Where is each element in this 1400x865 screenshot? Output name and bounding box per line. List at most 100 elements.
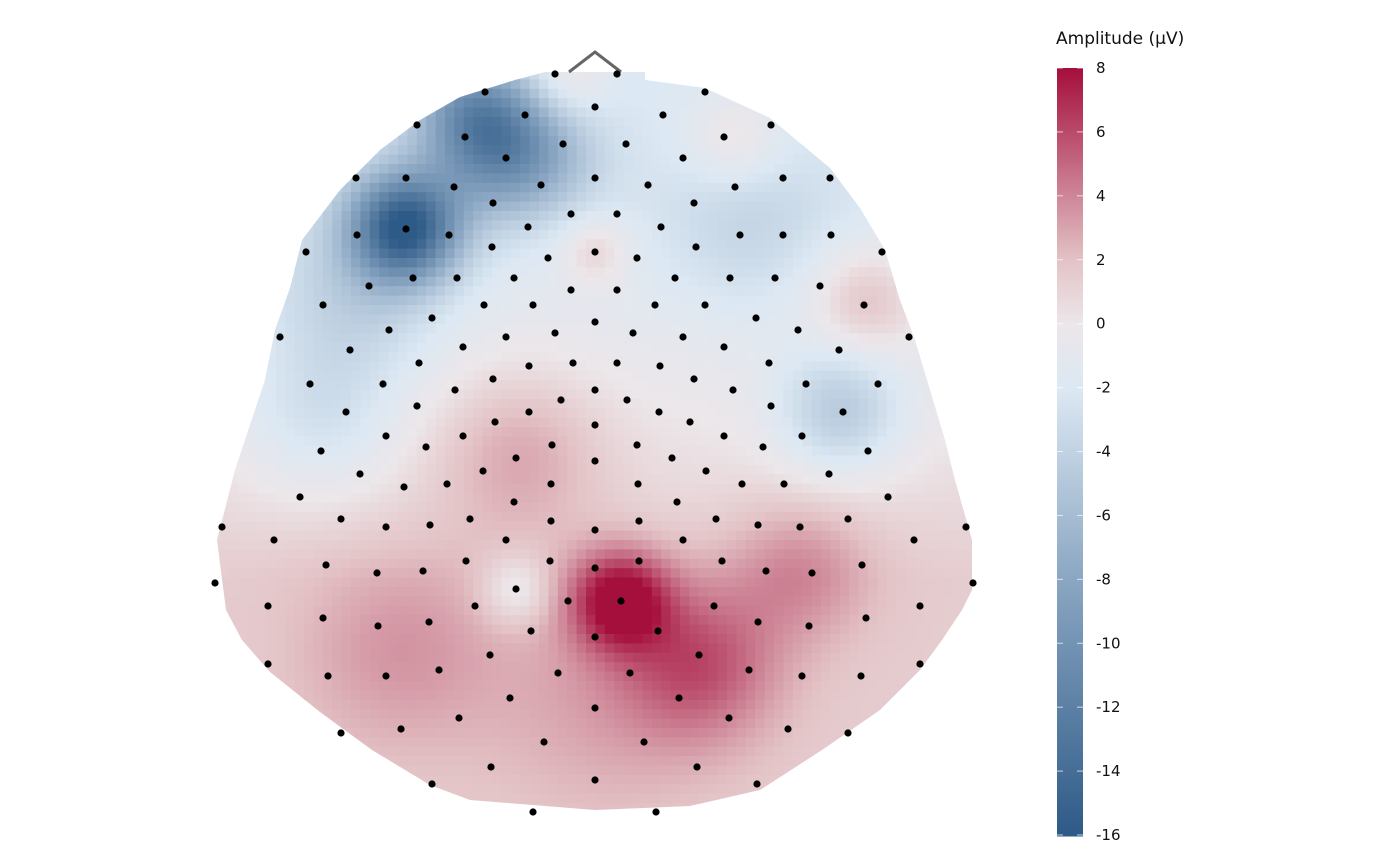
heatmap-cell	[360, 145, 371, 156]
heatmap-cell	[492, 464, 502, 475]
heatmap-cell	[304, 135, 314, 146]
heatmap-cell	[398, 258, 408, 268]
heatmap-cell	[689, 417, 700, 428]
heatmap-cell	[774, 624, 784, 635]
heatmap-cell	[886, 164, 897, 174]
heatmap-cell	[971, 605, 972, 616]
heatmap-cell	[764, 540, 775, 550]
heatmap-cell	[539, 464, 549, 475]
heatmap-cell	[830, 342, 841, 353]
heatmap-cell	[802, 634, 813, 644]
heatmap-cell	[369, 427, 380, 438]
heatmap-cell	[623, 248, 634, 259]
heatmap-cell	[774, 352, 784, 362]
heatmap-cell	[247, 98, 258, 109]
heatmap-cell	[821, 323, 831, 334]
heatmap-cell	[586, 361, 596, 372]
heatmap-cell	[858, 521, 869, 532]
heatmap-cell	[341, 239, 352, 250]
heatmap-cell	[971, 352, 972, 362]
heatmap-cell	[473, 408, 484, 419]
heatmap-cell	[426, 540, 437, 550]
heatmap-cell	[426, 107, 437, 118]
heatmap-cell	[736, 530, 747, 541]
heatmap-cell	[217, 352, 220, 362]
heatmap-cell	[595, 493, 606, 503]
heatmap-cell	[943, 587, 954, 597]
heatmap-cell	[351, 483, 361, 494]
heatmap-cell	[924, 549, 935, 560]
heatmap-cell	[275, 117, 286, 127]
heatmap-cell	[755, 549, 766, 560]
heatmap-cell	[539, 323, 549, 334]
heatmap-cell	[623, 596, 634, 607]
heatmap-cell	[604, 436, 615, 447]
heatmap-cell	[520, 455, 531, 466]
heatmap-cell	[586, 408, 596, 419]
heatmap-cell	[802, 596, 813, 607]
heatmap-cell	[351, 164, 361, 174]
heatmap-cell	[633, 295, 643, 306]
heatmap-cell	[849, 540, 860, 550]
heatmap-cell	[680, 211, 690, 221]
heatmap-cell	[369, 135, 380, 146]
heatmap-cell	[435, 530, 446, 541]
heatmap-cell	[313, 117, 324, 127]
heatmap-cell	[896, 587, 907, 597]
heatmap-cell	[642, 408, 653, 419]
heatmap-cell	[792, 154, 803, 165]
heatmap-cell	[341, 436, 352, 447]
heatmap-cell	[304, 474, 314, 485]
heatmap-cell	[567, 558, 578, 569]
heatmap-cell	[492, 145, 502, 156]
heatmap-cell	[783, 558, 794, 569]
heatmap-cell	[435, 502, 446, 513]
heatmap-cell	[576, 399, 587, 409]
heatmap-cell	[228, 164, 239, 174]
heatmap-cell	[398, 596, 408, 607]
heatmap-cell	[304, 558, 314, 569]
heatmap-cell	[445, 295, 455, 306]
heatmap-cell	[454, 117, 465, 127]
heatmap-cell	[604, 446, 615, 456]
heatmap-cell	[783, 493, 794, 503]
heatmap-cell	[398, 615, 408, 626]
heatmap-cell	[811, 568, 822, 579]
heatmap-cell	[567, 192, 578, 203]
heatmap-cell	[275, 258, 286, 268]
heatmap-cell	[285, 361, 296, 372]
heatmap-cell	[905, 483, 916, 494]
heatmap-cell	[294, 333, 305, 344]
heatmap-cell	[398, 624, 408, 635]
heatmap-cell	[567, 79, 578, 90]
heatmap-cell	[783, 276, 794, 287]
heatmap-cell	[492, 370, 502, 381]
heatmap-cell	[360, 446, 371, 456]
heatmap-cell	[313, 474, 324, 485]
heatmap-cell	[736, 79, 747, 90]
heatmap-cell	[275, 634, 286, 644]
heatmap-cell	[398, 117, 408, 127]
heatmap-cell	[661, 530, 672, 541]
heatmap-cell	[849, 88, 860, 99]
heatmap-cell	[369, 154, 380, 165]
heatmap-cell	[275, 107, 286, 118]
heatmap-cell	[651, 399, 662, 409]
heatmap-cell	[219, 615, 230, 626]
heatmap-cell	[924, 558, 935, 569]
heatmap-cell	[802, 389, 813, 400]
heatmap-cell	[962, 295, 972, 306]
heatmap-cell	[275, 314, 286, 325]
heatmap-cell	[633, 192, 643, 203]
heatmap-cell	[755, 88, 766, 99]
heatmap-cell	[952, 605, 963, 616]
heatmap-cell	[764, 408, 775, 419]
heatmap-cell	[839, 258, 850, 268]
heatmap-cell	[247, 258, 258, 268]
heatmap-cell	[482, 446, 493, 456]
heatmap-cell	[614, 182, 625, 193]
heatmap-cell	[661, 417, 672, 428]
heatmap-cell	[670, 389, 681, 400]
heatmap-cell	[830, 248, 841, 259]
heatmap-cell	[586, 333, 596, 344]
